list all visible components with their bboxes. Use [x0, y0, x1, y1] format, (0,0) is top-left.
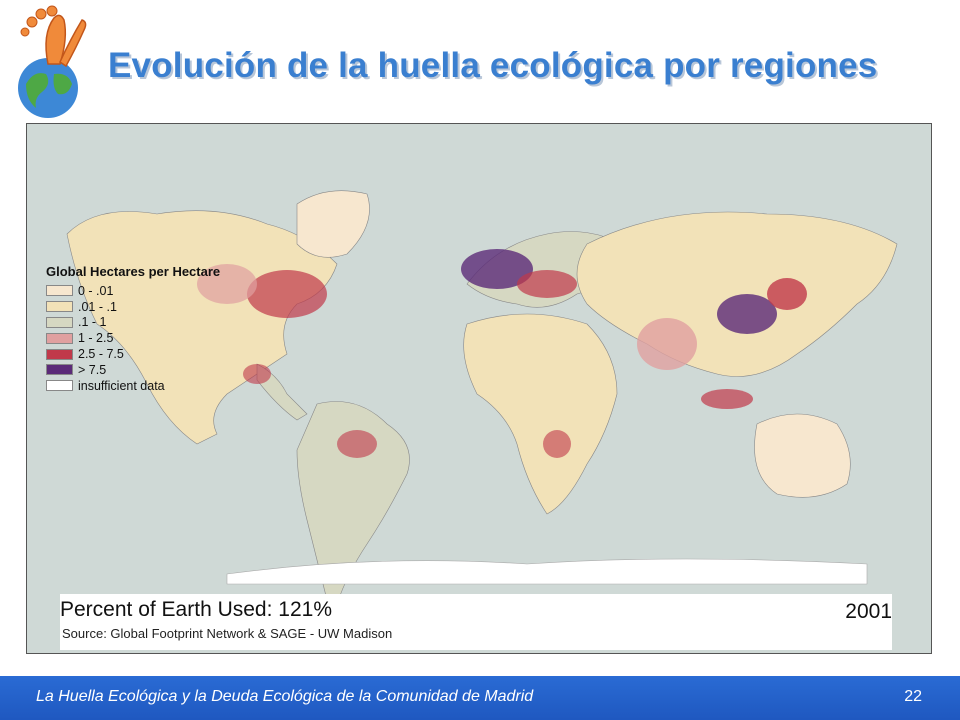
antarctica-land	[226, 558, 868, 585]
footer-text: La Huella Ecológica y la Deuda Ecológica…	[36, 688, 534, 705]
world-footprint-map	[26, 123, 932, 654]
legend-swatch	[46, 285, 73, 297]
map-year: 2001	[845, 600, 892, 623]
legend-row: .1 - 1	[46, 315, 284, 331]
footprint-hotspots	[197, 249, 807, 458]
slide-footer: La Huella Ecológica y la Deuda Ecológica…	[0, 676, 960, 720]
legend-swatch	[46, 332, 73, 344]
legend-row: 0 - .01	[46, 283, 284, 299]
legend-row: 1 - 2.5	[46, 330, 284, 346]
australia-land	[754, 413, 851, 498]
asia-land	[576, 211, 898, 377]
legend-swatch	[46, 380, 73, 392]
legend-row: 2.5 - 7.5	[46, 346, 284, 362]
legend-label: 0 - .01	[78, 283, 114, 298]
percent-earth-used: Percent of Earth Used: 121%	[60, 598, 332, 621]
map-caption: Percent of Earth Used: 121% Source: Glob…	[60, 594, 892, 650]
legend-swatch	[46, 316, 73, 328]
north-america-land	[66, 210, 338, 445]
africa-land	[463, 313, 618, 515]
legend-label: 2.5 - 7.5	[78, 347, 124, 362]
map-source: Source: Global Footprint Network & SAGE …	[62, 626, 393, 641]
legend-row: > 7.5	[46, 362, 284, 378]
map-legend: Global Hectares per Hectare 0 - .01 .01 …	[46, 264, 284, 394]
foot-globe-logo-icon	[18, 5, 87, 118]
south-america-land	[296, 401, 410, 605]
legend-swatch	[46, 301, 73, 313]
legend-swatch	[46, 348, 73, 360]
legend-title: Global Hectares per Hectare	[46, 264, 221, 279]
legend-label: .1 - 1	[78, 315, 107, 330]
legend-label: insufficient data	[78, 378, 165, 393]
legend-swatch	[46, 364, 73, 376]
legend-label: .01 - .1	[78, 299, 117, 314]
page-number: 22	[904, 688, 922, 705]
legend-row: insufficient data	[46, 378, 284, 394]
world-map-graphic	[66, 190, 898, 605]
legend-label: > 7.5	[78, 362, 107, 377]
legend-row: .01 - .1	[46, 299, 284, 315]
slide-title: Evolución de la huella ecológica por reg…	[108, 46, 878, 85]
legend-label: 1 - 2.5	[78, 331, 114, 346]
greenland-land	[296, 190, 370, 258]
